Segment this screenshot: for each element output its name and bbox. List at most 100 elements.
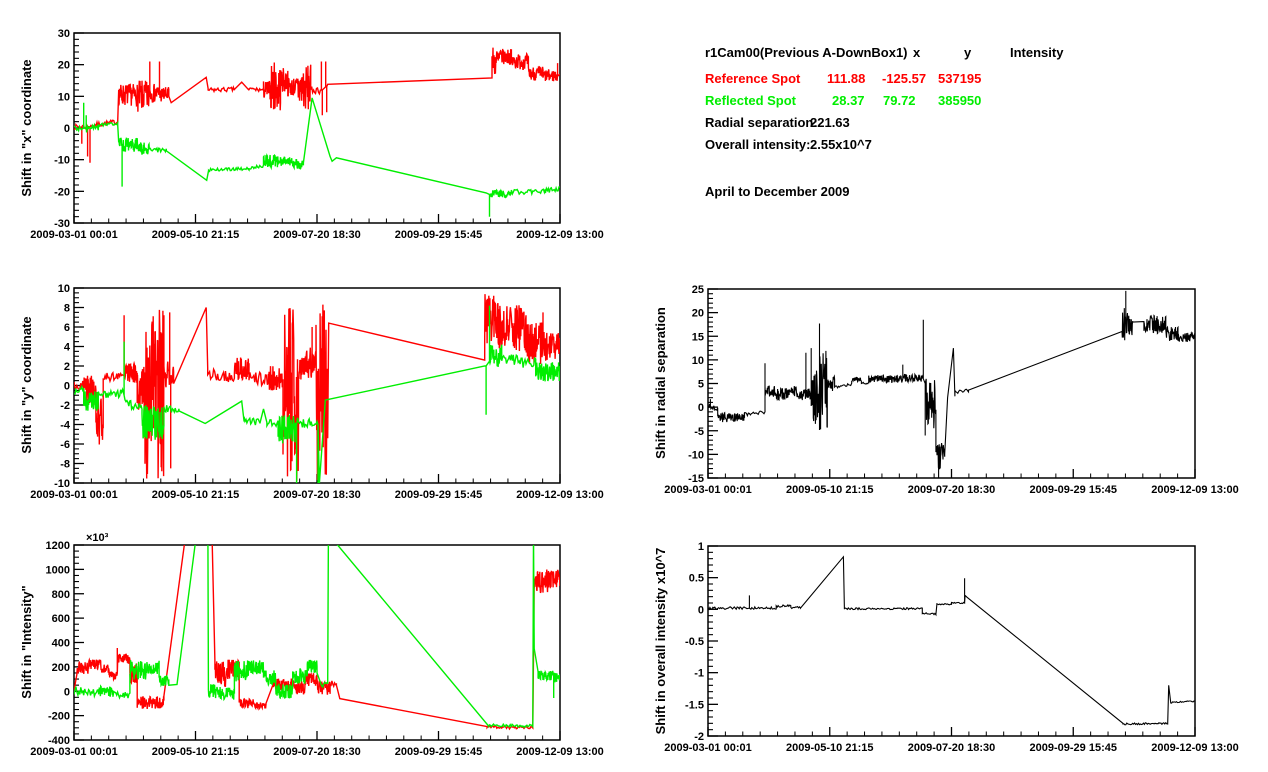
reference-spot-label: Reference Spot [705,71,801,86]
y-tick-label: 600 [52,613,70,625]
y-tick-label: 10 [692,355,704,367]
x-tick-label: 2009-05-10 21:15 [152,229,239,241]
x-tick-label: 2009-12-09 13:00 [1151,742,1238,754]
x-tick-label: 2009-09-29 15:45 [395,489,482,501]
y-tick-label: 8 [64,303,70,315]
x-tick-label: 2009-07-20 18:30 [273,746,360,758]
overall-intensity-value: 2.55x10^7 [810,137,872,152]
ylabel-shift-x-coordinate: Shift in "x" coordinate [19,59,34,196]
y-tick-label: 1 [698,541,704,553]
y-tick-label: 0 [698,402,704,414]
intensity-exponent-label: ×10³ [86,532,109,544]
column-header-intensity: Intensity [1010,45,1064,60]
y-tick-label: 200 [52,662,70,674]
x-tick-label: 2009-07-20 18:30 [273,489,360,501]
x-tick-label: 2009-07-20 18:30 [908,742,995,754]
y-tick-label: -6 [60,439,70,451]
y-tick-label: 800 [52,589,70,601]
x-tick-label: 2009-12-09 13:00 [1151,484,1238,496]
plot-frame [73,32,561,224]
overall-intensity-label: Overall intensity: [705,137,811,152]
y-tick-label: -1.5 [685,699,704,711]
x-tick-label: 2009-07-20 18:30 [908,484,995,496]
x-tick-label: 2009-03-01 00:01 [30,489,117,501]
x-tick-label: 2009-05-10 21:15 [786,484,873,496]
reflected-spot-series-line [74,305,560,483]
x-tick-label: 2009-03-01 00:01 [664,742,751,754]
column-header-x: x [913,45,921,60]
y-tick-label: -0.5 [685,636,704,648]
camera-title: r1Cam00(Previous A-DownBox1) [705,45,908,60]
y-tick-label: -10 [54,155,70,167]
column-header-y: y [964,45,972,60]
radial-separation-series-line [708,290,1195,478]
x-tick-label: 2009-09-29 15:45 [1030,742,1117,754]
y-tick-label: 10 [58,283,70,295]
reflected-spot-x: 28.37 [832,93,865,108]
y-tick-label: 0 [64,381,70,393]
y-tick-label: 400 [52,638,70,650]
ylabel-shift-y-coordinate: Shift in "y" coordinate [19,316,34,453]
y-tick-label: -400 [48,735,70,747]
y-tick-label: 0 [698,604,704,616]
y-tick-label: 1000 [46,564,70,576]
radial-separation-label: Radial separation: [705,115,818,130]
plot-frame [707,545,1196,737]
x-tick-label: 2009-12-09 13:00 [516,489,603,501]
x-tick-label: 2009-09-29 15:45 [1030,484,1117,496]
radial-separation-value: 221.63 [810,115,850,130]
x-tick-label: 2009-05-10 21:15 [152,746,239,758]
y-tick-label: -8 [60,459,70,471]
reference-spot-intensity: 537195 [938,71,982,86]
y-tick-label: 1200 [46,540,70,552]
x-tick-label: 2009-03-01 00:01 [30,229,117,241]
reflected-spot-series-line [74,97,560,217]
x-tick-label: 2009-12-09 13:00 [516,229,603,241]
y-tick-label: 20 [58,60,70,72]
reference-spot-x: 111.88 [827,71,866,86]
y-tick-label: -30 [54,218,70,230]
y-tick-label: 15 [692,331,704,343]
y-tick-label: -2 [694,731,704,743]
y-tick-label: -15 [688,473,704,485]
x-tick-label: 2009-09-29 15:45 [395,229,482,241]
reference-spot-y: -125.57 [882,71,927,86]
y-tick-label: 30 [58,28,70,40]
y-tick-label: -1 [694,668,704,680]
x-tick-label: 2009-07-20 18:30 [273,229,360,241]
reflected-spot-y: 79.72 [883,93,916,108]
reflected-spot-label: Reflected Spot [705,93,797,108]
ylabel-shift-intensity: Shift in "Intensity" [19,585,34,698]
ylabel-shift-radial-separation: Shift in radial separation [653,307,668,459]
chart-intensity: 1200 1000 800 600 400 200 0 -200 -4002009-03-01 … [30,540,603,758]
y-tick-label: 0.5 [689,573,704,585]
y-tick-label: -4 [60,420,71,432]
y-tick-label: 2 [64,361,70,373]
x-tick-label: 2009-03-01 00:01 [664,484,751,496]
x-tick-label: 2009-12-09 13:00 [516,746,603,758]
y-tick-label: -5 [694,426,704,438]
period-label: April to December 2009 [705,184,850,199]
ylabel-shift-overall-intensity: Shift in overall intensity x10^7 [653,548,668,735]
y-tick-label: 0 [64,123,70,135]
x-tick-label: 2009-05-10 21:15 [786,742,873,754]
y-tick-label: 10 [58,91,70,103]
y-tick-label: -10 [688,449,704,461]
reflected-spot-intensity: 385950 [938,93,982,108]
y-tick-label: -2 [60,400,70,412]
x-tick-label: 2009-05-10 21:15 [152,489,239,501]
overall-intensity-series-line [708,555,1195,726]
x-tick-label: 2009-09-29 15:45 [395,746,482,758]
y-tick-label: 25 [692,284,704,296]
y-tick-label: 0 [64,686,70,698]
plot-frame [73,544,561,741]
y-tick-label: -10 [54,478,70,490]
reference-spot-series-line [74,294,560,482]
y-tick-label: 6 [64,322,70,334]
